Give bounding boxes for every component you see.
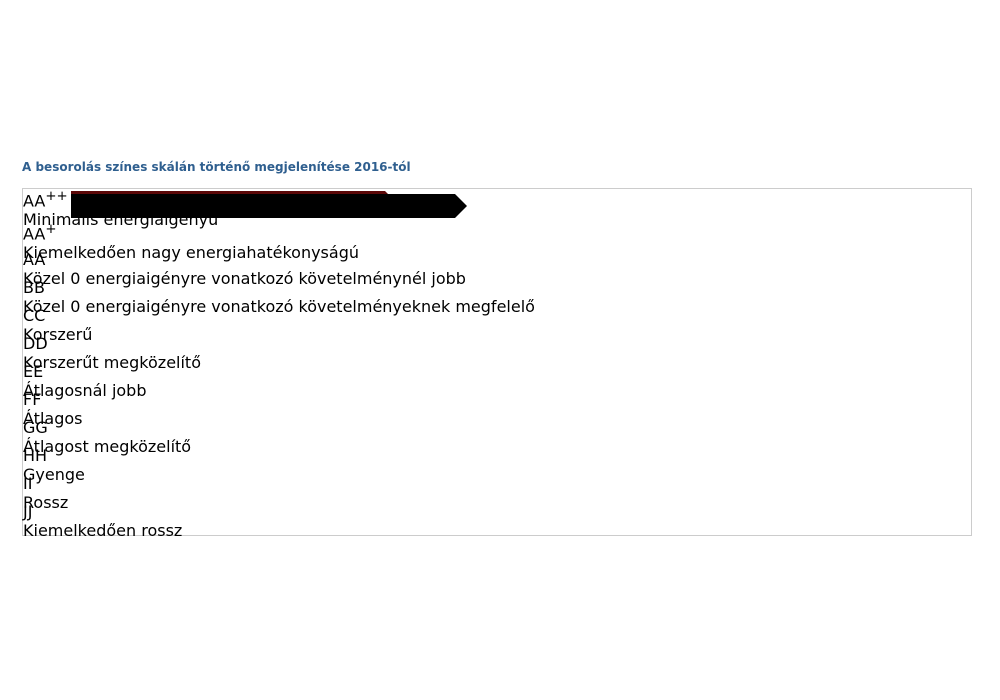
class-letters: BB (23, 278, 45, 297)
description: Átlagost megközelítő (23, 437, 192, 456)
class-label: JJ (23, 502, 971, 521)
class-letters: EE (23, 362, 44, 381)
class-label: FF (23, 390, 971, 409)
class-letters: CC (23, 306, 46, 325)
class-label: HH (23, 446, 971, 465)
class-letters: AA (23, 191, 46, 211)
class-label: II (23, 474, 971, 493)
rating-row: GG Átlagost megközelítő (23, 191, 971, 456)
class-letters: II (23, 474, 33, 493)
rating-row: DD Korszerűt megközelítő (23, 191, 971, 372)
class-suffix: ++ (45, 189, 68, 204)
class-label: DD (23, 334, 971, 353)
rating-arrow (71, 194, 467, 218)
description: Közel 0 energiaigényre vonatkozó követel… (23, 269, 466, 288)
description: Közel 0 energiaigényre vonatkozó követel… (23, 297, 535, 316)
description: Korszerűt megközelítő (23, 353, 201, 372)
class-suffix: + (45, 222, 57, 237)
class-label: GG (23, 418, 971, 437)
class-letters: AA (23, 250, 46, 269)
class-letters: JJ (23, 502, 33, 521)
title: A besorolás színes skálán történő megjel… (22, 160, 411, 174)
description: Átlagosnál jobb (23, 381, 147, 400)
rating-row: JJ Kiemelkedően rossz (23, 194, 971, 540)
class-letters: DD (23, 334, 48, 353)
rating-row: FF Átlagos (23, 191, 971, 428)
class-label: EE (23, 362, 971, 381)
description: Korszerű (23, 325, 93, 344)
class-label: AA++ (23, 189, 971, 210)
description: Kiemelkedően rossz (23, 521, 183, 540)
class-letters: GG (23, 418, 48, 437)
class-letters: AA (23, 224, 46, 244)
class-letters: FF (23, 390, 42, 409)
class-label: AA+ (23, 222, 971, 243)
class-letters: HH (23, 446, 48, 465)
description: Gyenge (23, 465, 85, 484)
class-label: BB (23, 278, 971, 297)
rating-table: AA++ Minimális energiaigényű AA+ Kiemelkedő… (22, 188, 972, 540)
description: Kiemelkedően nagy energiahatékonyságú (23, 243, 359, 263)
description: Rossz (23, 493, 69, 512)
class-label: CC (23, 306, 971, 325)
arrow-shape (71, 194, 467, 218)
class-label: AA (23, 250, 971, 269)
description: Átlagos (23, 409, 83, 428)
rating-row: II Rossz (23, 191, 971, 512)
